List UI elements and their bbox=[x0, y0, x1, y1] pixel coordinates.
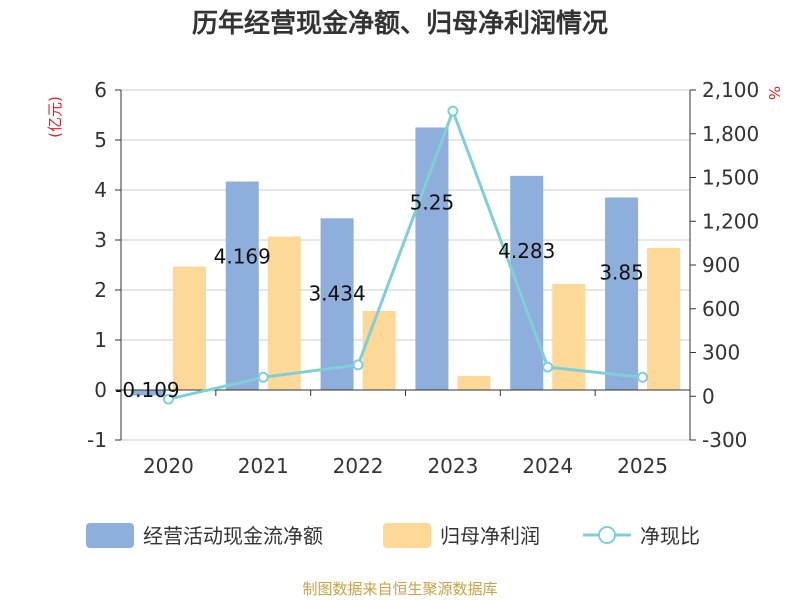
right-axis-tick-label: 0 bbox=[702, 384, 715, 408]
x-axis-tick-label: 2023 bbox=[427, 454, 478, 478]
left-axis-tick-label: 6 bbox=[94, 78, 107, 102]
legend-label-net-profit: 归母净利润 bbox=[440, 524, 540, 548]
bar-operating-cash-flow bbox=[320, 218, 354, 390]
x-axis-tick-label: 2025 bbox=[617, 454, 668, 478]
line-ratio-point bbox=[447, 105, 459, 117]
right-axis-tick-label: 900 bbox=[702, 253, 740, 277]
legend-marker-ratio bbox=[598, 526, 616, 544]
axes: -1 0 1 2 3 4 5 6 -300 0 300 600 900 1,200 1,500 1,800 2,… bbox=[87, 78, 759, 478]
bar-net-profit bbox=[267, 236, 301, 390]
right-axis-tick-label: 1,500 bbox=[702, 166, 759, 190]
right-axis-tick-label: -300 bbox=[702, 428, 747, 452]
line-ratio-point bbox=[637, 371, 649, 383]
chart-title: 历年经营现金净额、归母净利润情况 bbox=[192, 8, 608, 39]
line-ratio-point bbox=[162, 393, 174, 405]
bars bbox=[130, 127, 681, 396]
bar-operating-cash-flow bbox=[605, 197, 639, 390]
left-axis-tick-label: 2 bbox=[94, 278, 107, 302]
right-axis-tick-label: 1,800 bbox=[702, 122, 759, 146]
left-axis-tick-label: 3 bbox=[94, 228, 107, 252]
right-axis-tick-label: 1,200 bbox=[702, 209, 759, 233]
right-axis-tick-label: 300 bbox=[702, 341, 740, 365]
line-ratio-point bbox=[352, 359, 364, 371]
bar-net-profit bbox=[457, 376, 491, 390]
bar-net-profit bbox=[647, 248, 681, 390]
data-label-cash-flow: 5.25 bbox=[410, 191, 455, 215]
x-axis-tick-label: 2024 bbox=[522, 454, 573, 478]
data-label-cash-flow: 4.283 bbox=[498, 239, 555, 263]
left-axis-tick-label: 5 bbox=[94, 128, 107, 152]
left-axis-unit: (亿元) bbox=[46, 96, 64, 138]
legend-label-ratio: 净现比 bbox=[640, 524, 700, 548]
bar-net-profit bbox=[552, 284, 586, 390]
right-axis-tick-label: 2,100 bbox=[702, 78, 759, 102]
source-note: 制图数据来自恒生聚源数据库 bbox=[302, 580, 497, 598]
data-labels: -0.109 4.169 3.434 5.25 4.283 3.85 bbox=[115, 191, 644, 403]
bar-operating-cash-flow bbox=[225, 181, 259, 390]
legend-swatch-net-profit bbox=[383, 523, 431, 548]
data-label-cash-flow: 3.85 bbox=[599, 261, 644, 285]
data-label-cash-flow: -0.109 bbox=[115, 378, 179, 402]
data-label-cash-flow: 3.434 bbox=[308, 281, 365, 305]
line-ratio-path bbox=[168, 106, 643, 401]
x-axis-tick-label: 2021 bbox=[238, 454, 289, 478]
bar-net-profit bbox=[172, 266, 206, 390]
legend-label-cash-flow: 经营活动现金流净额 bbox=[143, 524, 323, 548]
bar-net-profit bbox=[362, 311, 396, 390]
left-axis-tick-label: 1 bbox=[94, 328, 107, 352]
line-ratio-point bbox=[257, 371, 269, 383]
right-axis-unit: % bbox=[765, 86, 783, 100]
left-axis-tick-label: 0 bbox=[94, 378, 107, 402]
left-axis-tick-label: 4 bbox=[94, 178, 107, 202]
legend-swatch-cash-flow bbox=[86, 523, 134, 548]
x-axis-tick-label: 2022 bbox=[333, 454, 384, 478]
grid-lines bbox=[121, 89, 690, 441]
left-axis-tick-label: -1 bbox=[87, 428, 107, 452]
legend: 经营活动现金流净额 归母净利润 净现比 bbox=[86, 523, 700, 548]
x-axis-tick-label: 2020 bbox=[143, 454, 194, 478]
ratio-line bbox=[162, 105, 649, 405]
bar-operating-cash-flow bbox=[130, 390, 164, 396]
right-axis-tick-label: 600 bbox=[702, 297, 740, 321]
data-label-cash-flow: 4.169 bbox=[214, 245, 271, 269]
line-ratio-point bbox=[542, 361, 554, 373]
